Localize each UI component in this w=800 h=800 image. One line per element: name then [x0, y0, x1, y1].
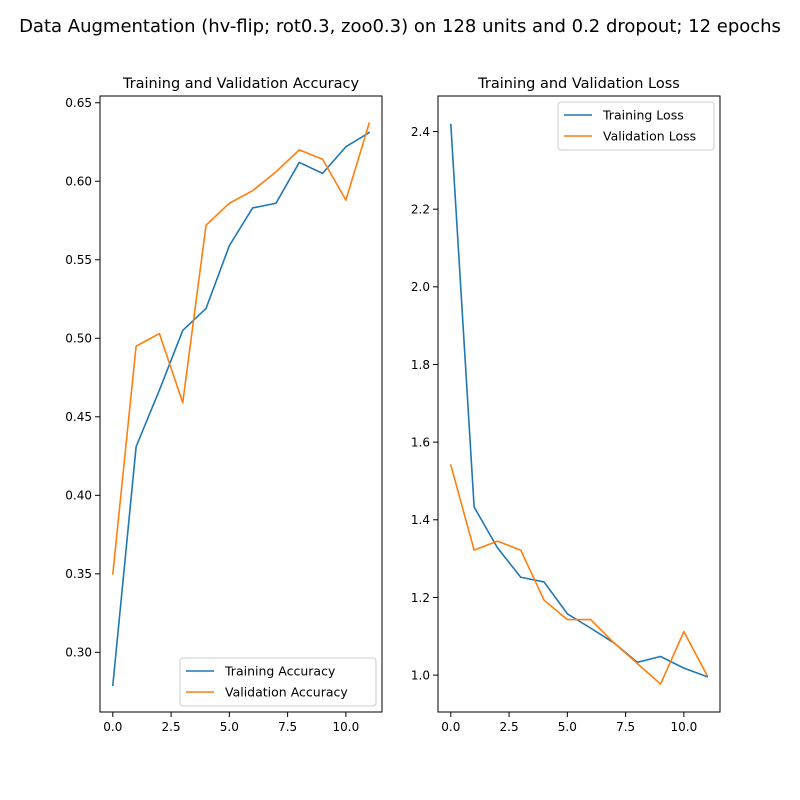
y-tick-label: 0.35 [65, 567, 92, 581]
legend-frame [179, 657, 377, 707]
x-tick-label: 5.0 [558, 720, 577, 734]
legend-entry: Training Accuracy [224, 664, 336, 679]
y-tick-label: 0.55 [65, 253, 92, 267]
axes-title: Training and Validation Accuracy [122, 76, 360, 92]
y-tick-label: 0.50 [65, 332, 92, 346]
y-tick-label: 2.2 [411, 202, 430, 216]
series-line-1 [449, 123, 709, 678]
subplot-1: Training and Validation Accuracy 0.0 2.5 5.… [65, 76, 383, 734]
figure-suptitle: Data Augmentation (hv-flip; rot0.3, zoo0… [19, 16, 781, 37]
x-tick-label: 5.0 [220, 720, 239, 734]
y-tick-label: 2.0 [411, 280, 430, 294]
y-tick-label: 2.4 [411, 125, 430, 139]
x-tick-label: 0.0 [103, 720, 122, 734]
series-line-2 [449, 464, 709, 685]
subplots: Training and Validation Accuracy 0.0 2.5 5.… [65, 76, 721, 734]
x-tick-label: 10.0 [333, 720, 360, 734]
y-tick-label: 1.4 [411, 513, 430, 527]
x-tick-label: 7.5 [278, 720, 297, 734]
y-tick-label: 1.8 [411, 358, 430, 372]
legend: Training Loss Validation Loss [557, 101, 715, 151]
legend-frame [557, 101, 715, 151]
y-tick-label: 0.40 [65, 489, 92, 503]
y-tick-label: 1.2 [411, 591, 430, 605]
x-tick-label: 10.0 [671, 720, 698, 734]
series-line-2 [111, 122, 371, 575]
y-tick-label: 0.45 [65, 410, 92, 424]
x-tick-label: 2.5 [162, 720, 181, 734]
axes-frame [437, 95, 721, 713]
x-tick-label: 2.5 [500, 720, 519, 734]
series-line-1 [111, 131, 371, 687]
x-tick-label: 0.0 [441, 720, 460, 734]
axes-frame [99, 95, 383, 713]
legend-entry: Validation Accuracy [225, 685, 348, 700]
legend-entry: Training Loss [602, 108, 684, 123]
x-tick-label: 7.5 [616, 720, 635, 734]
y-tick-label: 0.65 [65, 96, 92, 110]
legend-entry: Validation Loss [603, 129, 696, 144]
y-tick-label: 1.6 [411, 435, 430, 449]
y-tick-label: 0.60 [65, 175, 92, 189]
legend: Training Accuracy Validation Accuracy [179, 657, 377, 707]
subplot-2: Training and Validation Loss 0.0 2.5 5.0 7.5… [411, 76, 721, 734]
y-tick-label: 0.30 [65, 646, 92, 660]
axes-title: Training and Validation Loss [477, 76, 680, 92]
y-tick-label: 1.0 [411, 668, 430, 682]
